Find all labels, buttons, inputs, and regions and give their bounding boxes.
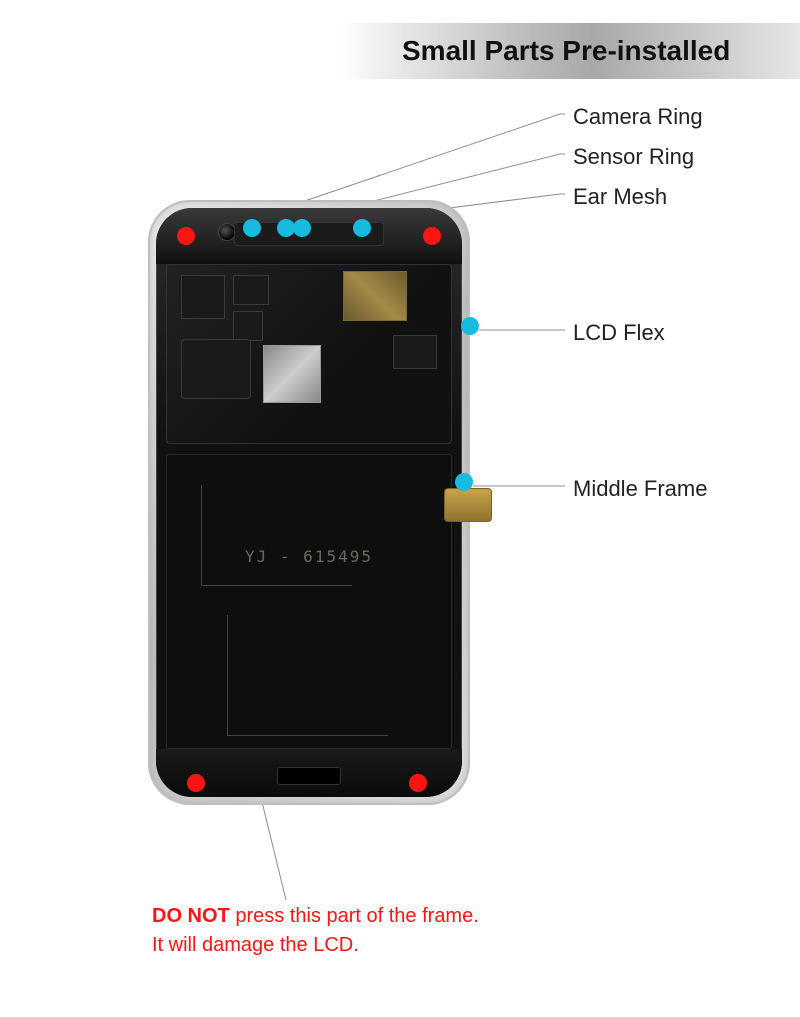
label-ear-mesh: Ear Mesh xyxy=(573,184,667,210)
phone-device: YJ - 615495 xyxy=(148,200,470,805)
label-lcd-flex: LCD Flex xyxy=(573,320,665,346)
label-middle-frame: Middle Frame xyxy=(573,476,707,502)
warning-rest: press this part of the frame. xyxy=(230,905,479,927)
phone-inner: YJ - 615495 xyxy=(156,208,462,797)
logic-board xyxy=(166,264,452,444)
marker-corner-red xyxy=(409,774,427,792)
chip xyxy=(181,275,225,319)
bottom-port xyxy=(277,767,341,785)
warning-line-2: It will damage the LCD. xyxy=(152,931,479,960)
title-banner: Small Parts Pre-installed xyxy=(340,23,800,79)
warning-line-1: DO NOT press this part of the frame. xyxy=(152,902,479,931)
marker-camera-ring xyxy=(243,219,261,237)
chip-silver xyxy=(263,345,321,403)
label-camera-ring: Camera Ring xyxy=(573,104,703,130)
warning-text: DO NOT press this part of the frame. It … xyxy=(152,902,479,960)
marker-ear-mesh xyxy=(353,219,371,237)
chip-gold xyxy=(343,271,407,321)
marker-corner-red xyxy=(177,227,195,245)
marker-corner-red xyxy=(423,227,441,245)
label-sensor-ring: Sensor Ring xyxy=(573,144,694,170)
lcd-area xyxy=(166,454,452,749)
chip xyxy=(233,275,269,305)
chip xyxy=(181,339,251,399)
leader-warning xyxy=(262,802,286,900)
marker-middle-frame xyxy=(455,473,473,491)
phone-top-bar xyxy=(156,208,462,264)
diagram-canvas: Small Parts Pre-installed xyxy=(0,0,800,1017)
chip xyxy=(393,335,437,369)
title-text: Small Parts Pre-installed xyxy=(402,35,730,67)
lcd-flex-cable xyxy=(444,488,492,522)
marker-lcd-flex xyxy=(461,317,479,335)
marker-sensor-ring xyxy=(293,219,311,237)
marker-corner-red xyxy=(187,774,205,792)
chip xyxy=(233,311,263,341)
lcd-watermark: YJ - 615495 xyxy=(245,547,373,566)
warning-strong: DO NOT xyxy=(152,905,230,927)
